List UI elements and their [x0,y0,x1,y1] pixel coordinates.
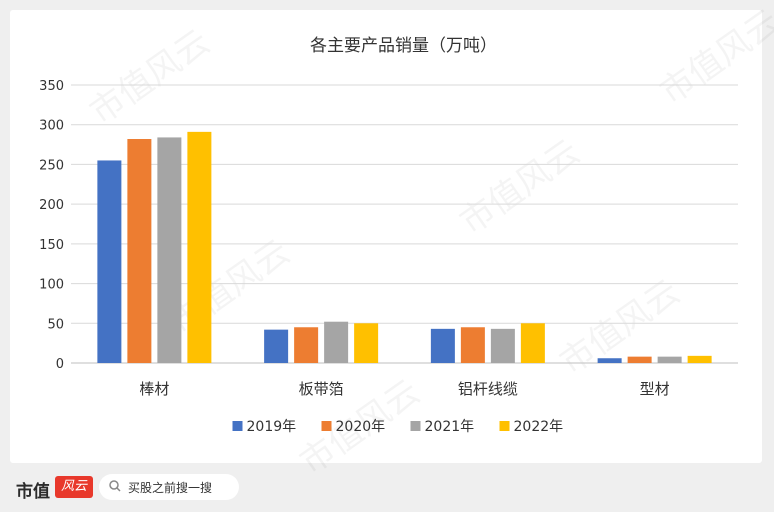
bar [627,356,652,363]
bar [127,139,152,363]
x-category-label: 铝杆线缆 [458,380,518,398]
x-category-label: 型材 [640,380,670,398]
legend-swatch [232,421,243,431]
bar [430,328,455,363]
bar [97,160,122,363]
legend-swatch [321,421,332,431]
search-bar[interactable]: 买股之前搜一搜 [99,474,239,500]
x-category-label: 板带箔 [299,380,344,398]
y-tick-label: 50 [47,317,64,332]
bar [157,137,182,363]
y-tick-label: 350 [39,79,64,94]
y-tick-label: 0 [56,357,64,372]
bar [354,323,379,363]
footer-bar: 市值 风云 买股之前搜一搜 [0,463,774,512]
chart-title: 各主要产品销量（万吨） [310,36,497,56]
bar [324,321,349,363]
legend-label: 2020年 [336,419,386,435]
search-icon [109,480,121,492]
brand-logo-text: 市值 [16,482,50,502]
bar [294,327,319,363]
bar [264,329,289,363]
legend-label: 2021年 [425,419,475,435]
bar [687,355,712,363]
bar [460,327,485,363]
legend-label: 2019年 [247,419,297,435]
y-tick-label: 200 [39,198,64,213]
y-tick-label: 150 [39,238,64,253]
legend-swatch [499,421,510,431]
bar [520,323,545,363]
y-tick-label: 300 [39,119,64,134]
y-tick-label: 250 [39,158,64,173]
bar [657,356,682,363]
bar [597,358,622,363]
bar [490,328,515,363]
legend-label: 2022年 [514,419,564,435]
bar [187,131,212,363]
search-placeholder: 买股之前搜一搜 [128,481,213,495]
x-category-label: 棒材 [139,380,169,398]
y-tick-label: 100 [39,278,64,293]
bar-chart: 各主要产品销量（万吨） 0 50 100 150 200 250 300 350 棒材 板带箔 铝杆线… [39,36,738,435]
legend-swatch [410,421,421,431]
brand-logo-badge: 风云 [55,476,93,498]
